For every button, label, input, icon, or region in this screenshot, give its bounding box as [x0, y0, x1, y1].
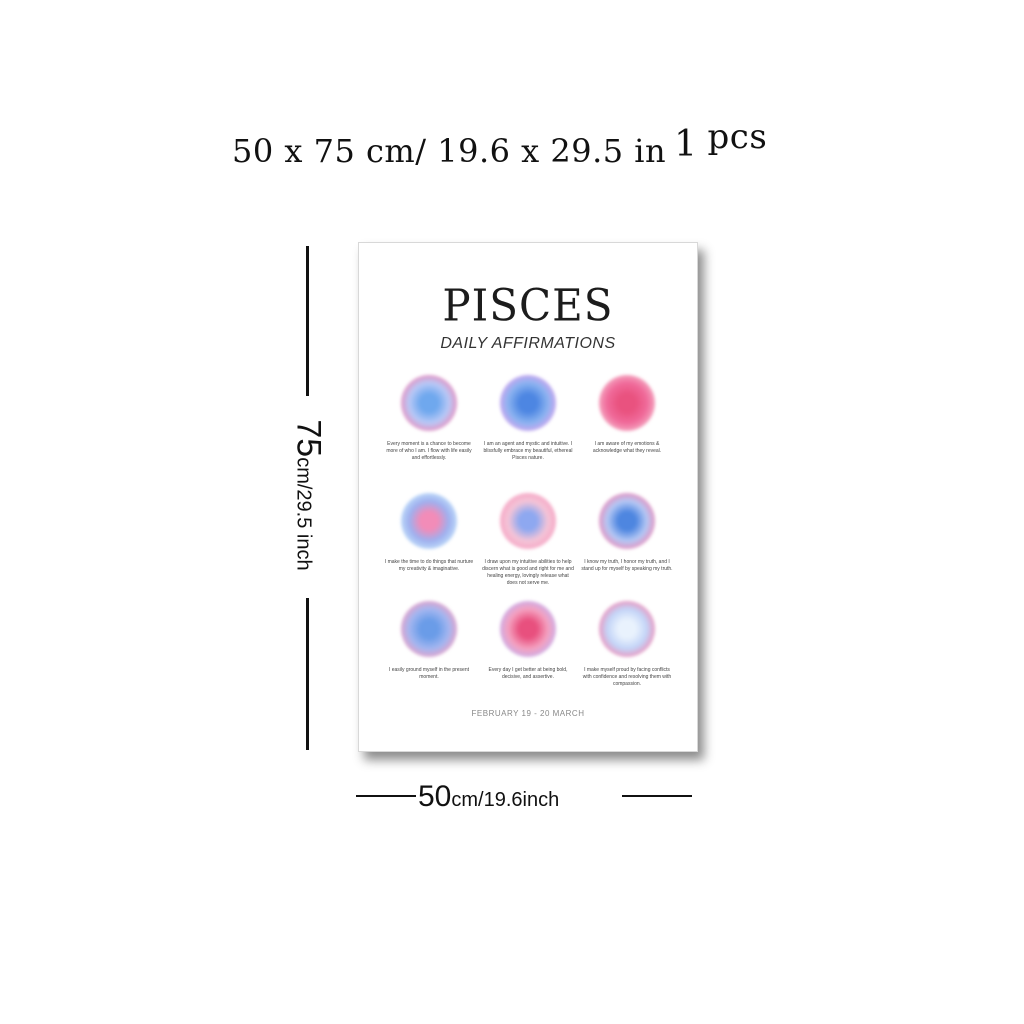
width-unit: cm/19.6inch — [451, 789, 560, 811]
poster-subtitle: DAILY AFFIRMATIONS — [440, 335, 616, 352]
height-value: 75 — [289, 419, 328, 458]
affirmation-text: I know my truth, I honor my truth, and I… — [581, 559, 673, 572]
affirmation-item: I draw upon my intuitive abilities to he… — [478, 493, 578, 587]
affirmation-text: I easily ground myself in the present mo… — [388, 667, 470, 680]
affirmation-text: I make the time to do things that nurtur… — [384, 559, 474, 572]
affirmation-item: I easily ground myself in the present mo… — [379, 601, 479, 681]
aura-gradient-orb — [401, 601, 457, 657]
height-label: 75cm/29.5 inch — [289, 419, 328, 570]
width-value: 50 — [418, 780, 452, 813]
affirmation-text: Every day I get better at being bold, de… — [488, 667, 568, 680]
poster-footer: FEBRUARY 19 - 20 MARCH — [471, 709, 585, 718]
aura-gradient-orb — [401, 375, 457, 431]
aura-gradient-orb — [500, 493, 556, 549]
width-line-right — [622, 795, 692, 797]
affirmation-item: I know my truth, I honor my truth, and I… — [577, 493, 677, 573]
quantity-number: 1 — [674, 124, 698, 165]
affirmation-item: Every day I get better at being bold, de… — [478, 601, 578, 681]
width-label: 50cm/19.6inch — [418, 780, 559, 814]
height-line-top — [306, 246, 309, 396]
affirmation-item: I make myself proud by facing conflicts … — [577, 601, 677, 688]
width-line-left — [356, 795, 416, 797]
affirmation-item: I am an agent and mystic and intuitive. … — [478, 375, 578, 462]
size-heading: 50 x 75 cm/ 19.6 x 29.5 in 1 pcs — [232, 117, 767, 171]
affirmation-text: I draw upon my intuitive abilities to he… — [482, 559, 574, 586]
aura-gradient-orb — [599, 601, 655, 657]
size-text: 50 x 75 cm/ 19.6 x 29.5 in — [232, 132, 667, 170]
aura-gradient-orb — [500, 601, 556, 657]
affirmation-text: Every moment is a chance to become more … — [386, 441, 472, 461]
poster-title: PISCES — [442, 279, 614, 332]
affirmation-text: I am an agent and mystic and intuitive. … — [483, 441, 573, 461]
poster: PISCES DAILY AFFIRMATIONS Every moment i… — [358, 242, 698, 752]
affirmation-item: I am aware of my emotions & acknowledge … — [577, 375, 677, 455]
affirmation-text: I am aware of my emotions & acknowledge … — [592, 441, 662, 454]
affirmation-text: I make myself proud by facing conflicts … — [582, 667, 672, 687]
quantity-unit: pcs — [707, 117, 768, 157]
height-unit: cm/29.5 inch — [292, 457, 315, 571]
affirmation-item: Every moment is a chance to become more … — [379, 375, 479, 462]
aura-gradient-orb — [599, 493, 655, 549]
aura-gradient-orb — [500, 375, 556, 431]
aura-gradient-orb — [599, 375, 655, 431]
aura-gradient-orb — [401, 493, 457, 549]
height-line-bottom — [306, 598, 309, 750]
affirmation-item: I make the time to do things that nurtur… — [379, 493, 479, 573]
